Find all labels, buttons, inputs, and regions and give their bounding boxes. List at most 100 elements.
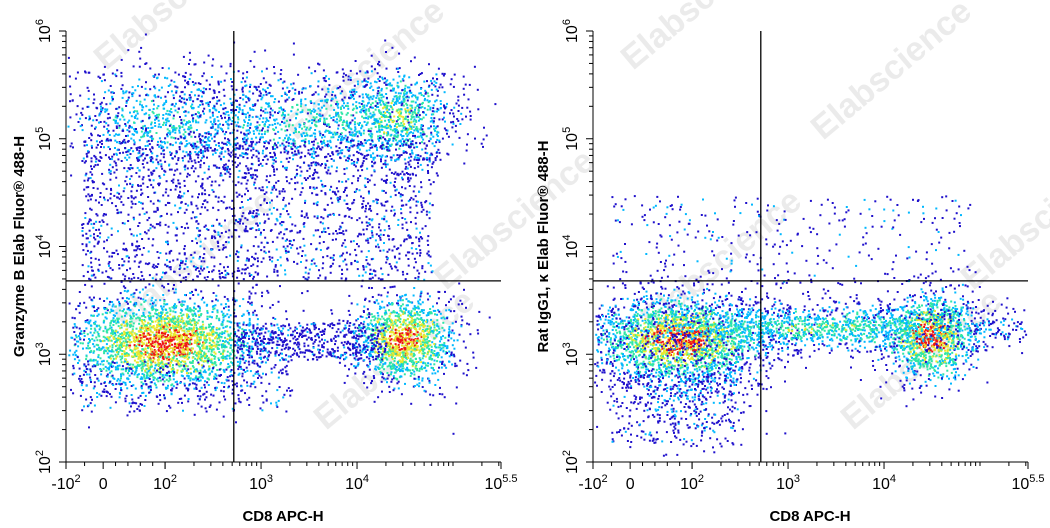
gzmb-neg-event-dot: [199, 395, 202, 398]
gzmb-neg-event-dot: [242, 321, 245, 324]
gzmb-neg-event-dot: [94, 320, 97, 323]
cd8-gzmb-event-dot: [387, 147, 390, 150]
gzmb-neg-event-dot: [192, 317, 195, 320]
cd8neg-gzmb-event-dot: [160, 147, 163, 150]
cd8neg-gzmb-event-dot: [171, 130, 174, 133]
cd8-neg-event-dot: [419, 332, 422, 335]
gzmb-neg-event-dot: [267, 291, 270, 294]
cd8-neg-event-dot: [375, 329, 378, 332]
cd8-neg-event-dot: [428, 311, 431, 314]
gzmb-neg-event-dot: [208, 338, 211, 341]
gzmb-neg-event-dot: [141, 337, 144, 340]
gzmb-neg-event-dot: [205, 335, 207, 338]
gzmb-neg-event-dot: [83, 330, 86, 332]
gzmb-neg-event-dot: [203, 342, 206, 345]
cd8-neg-event-dot: [348, 313, 351, 316]
gzmb-neg-event-dot: [179, 280, 182, 283]
gzmb-neg-event-dot: [236, 341, 238, 344]
gzmb-neg-event-dot: [146, 362, 149, 365]
gzmb-neg-event-dot: [215, 298, 218, 301]
cd8neg-gzmb-event-dot: [188, 96, 191, 99]
cd8-gzmb-event-dot: [336, 131, 339, 134]
cd8-neg-event-dot: [444, 336, 447, 339]
gzmb-neg-event-dot: [259, 348, 262, 350]
cd8-neg-event-dot: [391, 363, 394, 366]
cd8neg-gzmb-event-dot: [119, 118, 122, 121]
cd8-gzmb-event-dot: [393, 120, 396, 123]
cd8neg-gzmb-event-dot: [246, 157, 249, 160]
gzmb-neg-event-dot: [214, 352, 217, 355]
gzmb-neg-event-dot: [105, 346, 108, 349]
cd8-neg-event-dot: [380, 327, 383, 330]
gzmb-neg-event-dot: [154, 343, 157, 346]
gzmb-neg-event-dot: [230, 374, 233, 377]
cd8-neg-event-dot: [406, 330, 409, 333]
gzmb-neg-event-dot: [190, 336, 193, 339]
cd8-gzmb-event-dot: [416, 81, 418, 84]
cd8-gzmb-event-dot: [394, 123, 397, 126]
gzmb-neg-event-dot: [95, 324, 98, 327]
gzmb-neg-event-dot: [292, 337, 295, 340]
cd8-neg-event-dot: [383, 287, 386, 289]
cd8-neg-event-dot: [421, 323, 424, 326]
gzmb-neg-event-dot: [96, 392, 98, 394]
gzmb-neg-event-dot: [169, 358, 172, 361]
cd8neg-gzmb-event-dot: [144, 63, 147, 65]
gzmb-neg-event-dot: [97, 307, 100, 310]
gzmb-neg-event-dot: [192, 328, 195, 331]
cd8-neg-event-dot: [385, 330, 388, 333]
gzmb-neg-event-dot: [106, 312, 109, 315]
gzmb-neg-event-dot: [192, 314, 195, 317]
gzmb-neg-event-dot: [83, 301, 86, 304]
gzmb-neg-event-dot: [186, 354, 189, 357]
gzmb-neg-event-dot: [173, 315, 176, 318]
gzmb-neg-event-dot: [224, 303, 227, 306]
gzmb-neg-event-dot: [150, 343, 153, 346]
gzmb-neg-event-dot: [162, 366, 165, 369]
gzmb-neg-event-dot: [165, 362, 168, 365]
gzmb-neg-event-dot: [105, 369, 108, 372]
gzmb-neg-event-dot: [116, 331, 119, 334]
cd8-gzmb-event-dot: [399, 124, 402, 127]
gzmb-neg-event-dot: [256, 362, 259, 365]
cd8neg-gzmb-event-dot: [202, 154, 205, 157]
gzmb-neg-event-dot: [116, 317, 119, 320]
gzmb-neg-event-dot: [83, 369, 86, 372]
gzmb-neg-event-dot: [88, 426, 90, 429]
gzmb-neg-event-dot: [195, 386, 198, 389]
gzmb-neg-event-dot: [139, 337, 142, 340]
gzmb-neg-event-dot: [211, 334, 214, 337]
gzmb-neg-event-dot: [186, 374, 189, 377]
gzmb-neg-event-dot: [149, 372, 152, 375]
cd8-gzmb-event-dot: [378, 101, 381, 104]
cd8-gzmb-event-dot: [367, 117, 370, 120]
cd8-neg-event-dot: [425, 364, 428, 367]
gzmb-neg-event-dot: [88, 359, 91, 362]
gzmb-neg-event-dot: [206, 345, 208, 348]
cd8-neg-event-dot: [433, 326, 436, 329]
cd8neg-gzmb-event-dot: [247, 132, 250, 135]
gzmb-neg-event-dot: [124, 370, 127, 373]
cd8-neg-event-dot: [430, 366, 433, 369]
cd8-gzmb-event-dot: [381, 78, 384, 81]
gzmb-neg-event-dot: [194, 351, 196, 354]
cd8-gzmb-event-dot: [438, 139, 441, 142]
gzmb-neg-event-dot: [163, 286, 165, 289]
cd8-neg-event-dot: [457, 303, 460, 306]
cd8-neg-event-dot: [380, 306, 383, 309]
gzmb-neg-event-dot: [163, 332, 165, 335]
gzmb-neg-event-dot: [161, 365, 164, 368]
gzmb-neg-event-dot: [154, 384, 157, 387]
cd8-gzmb-event-dot: [367, 128, 370, 131]
cd8-neg-event-dot: [412, 307, 415, 310]
cd8-neg-event-dot: [439, 312, 442, 315]
cd8-neg-event-dot: [357, 318, 359, 320]
gzmb-neg-event-dot: [260, 381, 263, 384]
cd8-neg-event-dot: [395, 346, 398, 349]
cd8-neg-event-dot: [436, 302, 438, 305]
gzmb-neg-event-dot: [164, 353, 167, 356]
gzmb-neg-event-dot: [212, 325, 215, 328]
cd8-neg-event-dot: [430, 318, 432, 321]
cd8-neg-event-dot: [414, 327, 417, 330]
gzmb-neg-event-dot: [116, 341, 118, 344]
